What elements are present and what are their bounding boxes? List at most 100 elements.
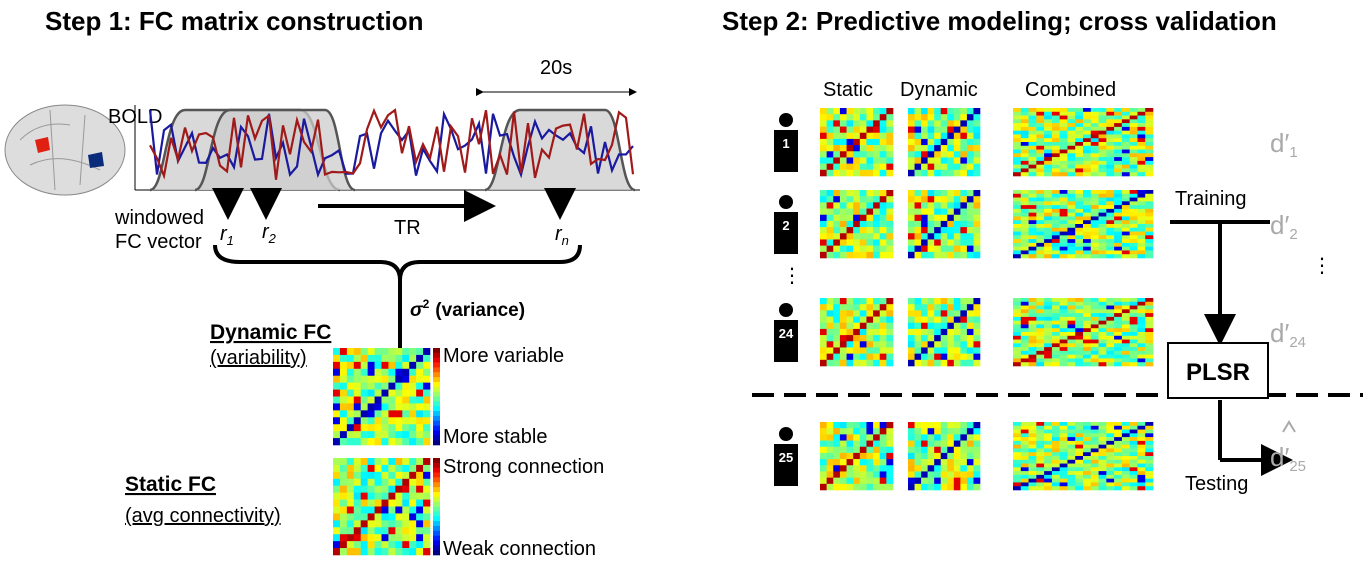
matrix-cell: [833, 422, 840, 428]
matrix-cell: [1091, 254, 1099, 258]
matrix-cell: [1106, 172, 1114, 176]
matrix-cell: [1137, 486, 1145, 490]
matrix-cell: [954, 227, 961, 233]
matrix-cell: [1036, 228, 1044, 232]
matrix-cell: [967, 133, 974, 139]
matrix-cell: [416, 424, 423, 431]
matrix-cell: [853, 227, 860, 233]
matrix-cell: [340, 548, 347, 555]
matrix-cell: [1075, 336, 1083, 340]
matrix-cell: [915, 317, 922, 323]
matrix-cell: [1021, 232, 1029, 236]
matrix-cell: [973, 202, 980, 208]
matrix-cell: [388, 527, 395, 534]
matrix-cell: [921, 139, 928, 145]
matrix-cell: [368, 397, 375, 404]
matrix-cell: [960, 202, 967, 208]
matrix-cell: [1145, 452, 1153, 456]
matrix-cell: [947, 478, 954, 484]
matrix-cell: [368, 458, 375, 465]
matrix-cell: [934, 164, 941, 170]
matrix-cell: [840, 360, 847, 366]
matrix-cell: [1060, 482, 1068, 486]
matrix-cell: [1145, 479, 1153, 483]
matrix-cell: [1106, 467, 1114, 471]
matrix-cell: [860, 202, 867, 208]
matrix-cell: [853, 471, 860, 477]
matrix-cell: [1075, 430, 1083, 434]
matrix-cell: [1145, 445, 1153, 449]
matrix-cell: [416, 410, 423, 417]
matrix-cell: [1044, 201, 1052, 205]
matrix-cell: [1052, 336, 1060, 340]
matrix-cell: [827, 453, 834, 459]
matrix-cell: [1122, 213, 1130, 217]
matrix-cell: [423, 472, 430, 479]
matrix-cell: [1036, 456, 1044, 460]
matrix-cell: [941, 233, 948, 239]
matrix-cell: [354, 527, 361, 534]
matrix-cell: [928, 304, 935, 310]
matrix-cell: [1083, 313, 1091, 317]
matrix-cell: [921, 246, 928, 252]
matrix-cell: [860, 252, 867, 258]
matrix-cell: [333, 348, 340, 355]
matrix-cell: [375, 479, 382, 486]
matrix-cell: [840, 341, 847, 347]
matrix-cell: [928, 478, 935, 484]
matrix-cell: [853, 209, 860, 215]
matrix-cell: [908, 465, 915, 471]
matrix-cell: [1145, 235, 1153, 239]
matrix-cell: [1029, 437, 1037, 441]
matrix-cell: [1044, 486, 1052, 490]
matrix-cell: [947, 347, 954, 353]
matrix-cell: [1099, 201, 1107, 205]
matrix-cell: [1029, 243, 1037, 247]
matrix-cell: [1091, 422, 1099, 426]
matrix-cell: [840, 459, 847, 465]
matrix-cell: [860, 221, 867, 227]
matrix-cell: [1013, 119, 1021, 123]
matrix-cell: [1060, 309, 1068, 313]
matrix-cell: [960, 127, 967, 133]
matrix-cell: [1052, 351, 1060, 355]
matrix-cell: [1029, 355, 1037, 359]
matrix-cell: [1083, 343, 1091, 347]
colorbar: [433, 421, 440, 426]
matrix-cell: [886, 335, 893, 341]
matrix-cell: [866, 157, 873, 163]
matrix-cell: [1044, 426, 1052, 430]
matrix-cell: [847, 347, 854, 353]
matrix-cell: [1036, 153, 1044, 157]
matrix-cell: [361, 417, 368, 424]
matrix-cell: [1013, 153, 1021, 157]
matrix-cell: [1130, 134, 1138, 138]
matrix-cell: [1021, 205, 1029, 209]
matrix-cell: [368, 403, 375, 410]
matrix-cell: [827, 484, 834, 490]
matrix-cell: [967, 428, 974, 434]
matrix-cell: [1036, 464, 1044, 468]
matrix-cell: [1114, 224, 1122, 228]
matrix-cell: [1021, 254, 1029, 258]
score-label: d′2: [1270, 210, 1298, 243]
matrix-cell: [820, 133, 827, 139]
matrix-cell: [409, 355, 416, 362]
matrix-cell: [866, 453, 873, 459]
matrix-cell: [880, 127, 887, 133]
matrix-cell: [820, 120, 827, 126]
matrix-cell: [1060, 247, 1068, 251]
matrix-cell: [947, 304, 954, 310]
matrix-cell: [1091, 452, 1099, 456]
matrix-cell: [368, 355, 375, 362]
matrix-cell: [375, 355, 382, 362]
matrix-cell: [1106, 250, 1114, 254]
matrix-cell: [1106, 347, 1114, 351]
matrix-cell: [1013, 336, 1021, 340]
matrix-cell: [347, 397, 354, 404]
matrix-cell: [873, 354, 880, 360]
matrix-cell: [886, 239, 893, 245]
matrix-cell: [954, 478, 961, 484]
matrix-cell: [847, 465, 854, 471]
matrix-cell: [1067, 351, 1075, 355]
